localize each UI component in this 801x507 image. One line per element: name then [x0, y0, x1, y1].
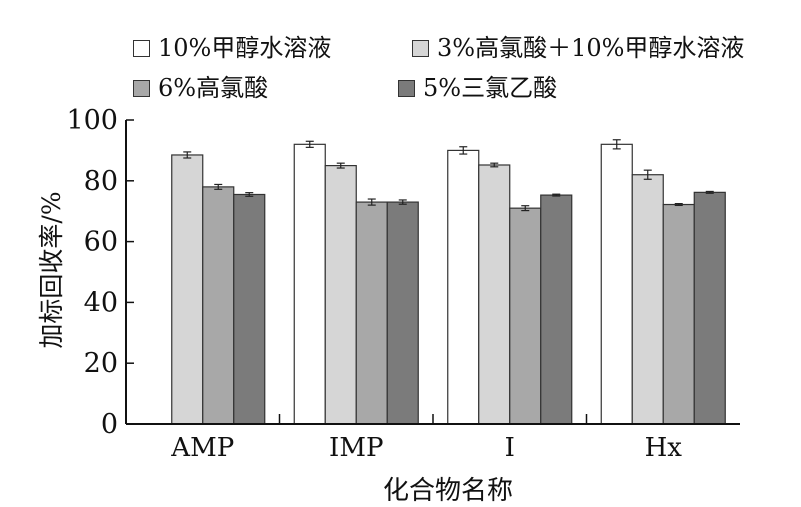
bar — [202, 186, 235, 425]
x-tick-label: I — [505, 433, 515, 463]
legend-label-2: 3%高氯酸＋10%甲醇水溶液 — [437, 34, 745, 62]
bar — [693, 191, 726, 425]
x-tick-label: AMP — [170, 433, 234, 463]
bar — [447, 149, 480, 425]
bar — [662, 203, 695, 425]
bar — [355, 201, 388, 425]
bar — [233, 193, 266, 425]
bar — [324, 165, 357, 425]
y-axis-label: 加标回收率/% — [37, 191, 66, 349]
y-tick-label: 80 — [84, 166, 118, 197]
error-bars-layer — [183, 139, 714, 212]
bar — [293, 143, 326, 425]
y-tick-label: 40 — [84, 287, 118, 318]
bar — [171, 154, 204, 425]
y-tick-label: 100 — [66, 105, 118, 136]
legend-swatch-4 — [398, 79, 415, 97]
axes-layer: 0 20 40 60 80 100 AMP IMP I Hx — [66, 105, 740, 463]
legend-item-3: 6%高氯酸 — [133, 74, 268, 102]
bar — [386, 201, 419, 425]
legend-swatch-1 — [133, 39, 150, 57]
x-axis-label: 化合物名称 — [382, 476, 514, 506]
bar — [478, 164, 511, 425]
legend-label-1: 10%甲醇水溶液 — [158, 34, 332, 62]
legend-swatch-2 — [412, 39, 429, 57]
y-tick-label: 20 — [84, 348, 118, 379]
legend-item-1: 10%甲醇水溶液 — [133, 34, 331, 62]
bar — [540, 194, 573, 425]
legend-swatch-3 — [133, 79, 150, 97]
y-tick-label: 60 — [84, 227, 118, 258]
legend-item-2: 3%高氯酸＋10%甲醇水溶液 — [412, 34, 744, 62]
legend-label-4: 5%三氯乙酸 — [423, 74, 558, 102]
legend-item-4: 5%三氯乙酸 — [398, 74, 557, 102]
bar — [509, 207, 542, 425]
legend-label-3: 6%高氯酸 — [158, 74, 269, 102]
x-tick-label: Hx — [645, 433, 683, 463]
bar — [631, 174, 664, 425]
bars-layer — [171, 143, 726, 425]
bar — [600, 143, 633, 425]
y-tick-label: 0 — [101, 409, 118, 440]
x-tick-label: IMP — [329, 433, 383, 463]
